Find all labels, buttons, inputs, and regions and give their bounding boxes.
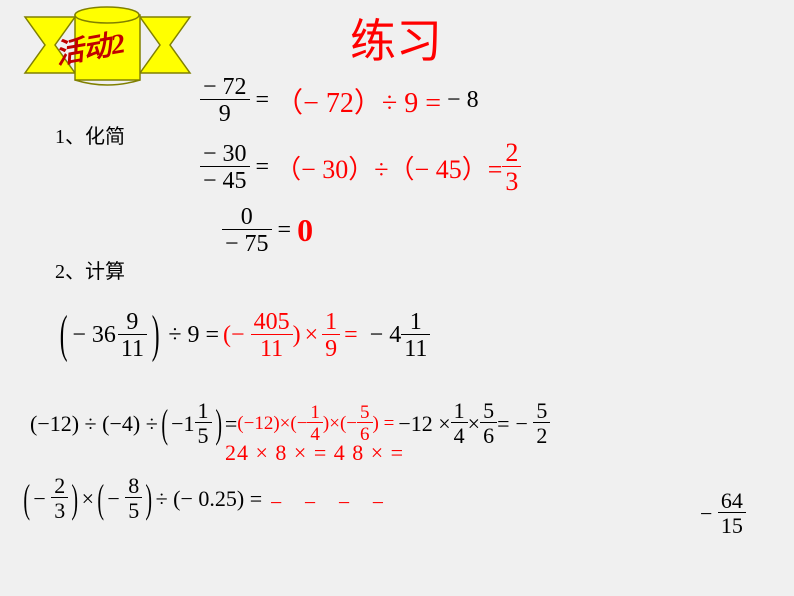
eq5-ad: 2 <box>533 423 550 447</box>
eq5-rf2d: 6 <box>480 423 497 447</box>
eq5-an: 5 <box>533 400 550 423</box>
equation-6: ( − 2 3 ) × ( − 8 5 ) ÷ (− 0.25) = <box>20 475 262 522</box>
eq4-f2n: 1 <box>322 310 340 335</box>
eq6-ad: 3 <box>51 498 68 522</box>
eq2-ans-den: 3 <box>502 167 521 195</box>
eq5-f2n: 5 <box>357 403 373 423</box>
eq5-m2: )×(− <box>323 413 357 435</box>
eq5-m3: ) = <box>373 413 395 435</box>
eq6-bn: 8 <box>125 475 142 498</box>
equation-4: ( − 36 9 11 ) ÷ 9 = (− 405 11 ) × 1 9 = … <box>55 310 430 361</box>
eq5-rf2n: 5 <box>480 400 497 423</box>
eq5-a: (−12) ÷ (−4) ÷ <box>30 411 158 437</box>
eq5-f1n: 1 <box>307 403 323 423</box>
section2-label: 2、计算 <box>55 255 125 284</box>
eq4-aw: − 4 <box>370 322 402 349</box>
eq1-den: 9 <box>200 100 250 126</box>
overlap-row-1: 24 × 8 × = 4 8 × = <box>225 440 404 466</box>
overlap-row-2: − − − − <box>270 490 392 516</box>
eq6-bd: 5 <box>125 498 142 522</box>
eq3-den: − 75 <box>222 230 272 256</box>
eq4-an: 1 <box>401 310 430 335</box>
eq6-ansn: 64 <box>718 490 746 513</box>
eq4-ln: 9 <box>118 310 147 335</box>
eq4-div: ÷ 9 = <box>168 322 219 349</box>
eq1-ans: − 8 <box>447 87 479 114</box>
eq4-ad: 11 <box>401 335 430 361</box>
eq6-an: 2 <box>51 475 68 498</box>
eq1-num: − 72 <box>200 75 250 100</box>
eq6-answer: − 64 15 <box>700 490 746 537</box>
eq3-ans: 0 <box>297 212 313 249</box>
eq1-eq: = <box>256 87 270 114</box>
equation-2: − 30 − 45 = （− 30）÷（− 45）= 2 3 <box>200 140 521 195</box>
page-title: 练习 <box>350 5 442 71</box>
eq4-ld: 11 <box>118 335 147 361</box>
activity-banner: 活动2 <box>20 5 195 90</box>
eq3-num: 0 <box>222 205 272 230</box>
eq5-r2: × <box>468 411 480 437</box>
eq4-mn: 405 <box>251 310 293 335</box>
equation-1: − 72 9 = （− 72）÷ 9 = − 8 <box>200 75 479 126</box>
eq5-bn: 1 <box>195 400 212 423</box>
eq5-rf1d: 4 <box>451 423 468 447</box>
equation-3: 0 − 75 = 0 <box>222 205 313 256</box>
eq2-num: − 30 <box>200 142 250 167</box>
eq6-c: ÷ (− 0.25) = <box>156 486 263 512</box>
eq4-md: 11 <box>251 335 293 361</box>
eq4-f2d: 9 <box>322 335 340 361</box>
eq2-eq: = <box>256 154 270 181</box>
eq3-eq: = <box>278 217 292 244</box>
eq5-bw: −1 <box>171 411 194 437</box>
section1-label: 1、化简 <box>55 120 125 149</box>
eq5-bd: 5 <box>195 423 212 447</box>
eq4-whole: − 36 <box>72 322 116 349</box>
eq6-ansd: 15 <box>718 513 746 537</box>
eq2-ans-num: 2 <box>502 140 521 167</box>
eq5-r3: = <box>497 411 509 437</box>
eq5-eq: = <box>225 411 237 437</box>
eq5-m1: (−12)×(− <box>237 413 307 435</box>
eq4-times: × <box>305 322 319 349</box>
eq1-mid: （− 72）÷ 9 = <box>275 81 441 121</box>
eq2-mid: （− 30）÷（− 45）= <box>275 149 502 186</box>
eq4-eq: = <box>344 322 358 349</box>
eq2-den: − 45 <box>200 167 250 193</box>
eq5-r1: −12 × <box>398 411 450 437</box>
eq5-rf1n: 1 <box>451 400 468 423</box>
